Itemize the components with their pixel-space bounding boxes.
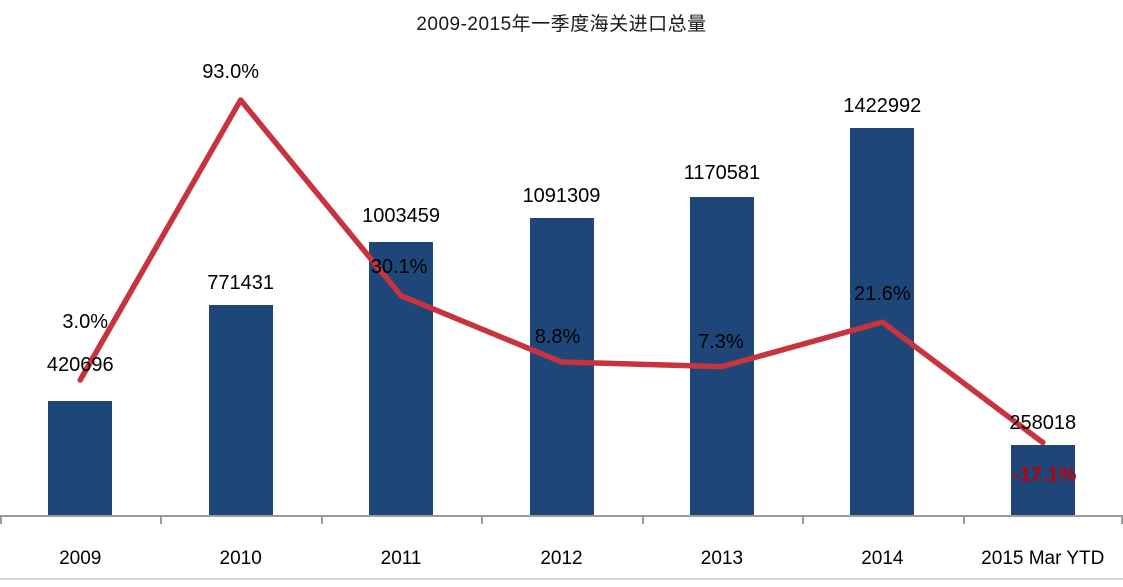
- bar-value-label: 420696: [46, 353, 114, 376]
- bar-2013: [689, 196, 754, 515]
- axis-tick: [1121, 516, 1123, 524]
- bar-value-label: 1003459: [362, 205, 440, 228]
- line-pct-label: 3.0%: [62, 310, 108, 333]
- bar-value-label: 1091309: [522, 185, 601, 208]
- x-axis-label: 2011: [380, 548, 422, 569]
- x-axis-label: 2015 Mar YTD: [981, 548, 1105, 569]
- bar-2010: [208, 305, 273, 515]
- bottom-divider: [0, 578, 1123, 580]
- axis-tick: [641, 516, 644, 524]
- bar-2012: [529, 218, 594, 515]
- x-axis-label: 2012: [540, 548, 583, 569]
- bar-2015 Mar YTD: [1010, 444, 1075, 515]
- axis-tick: [160, 516, 163, 524]
- x-axis-label: 2009: [59, 548, 102, 569]
- axis-tick: [0, 516, 2, 524]
- axis-tick: [481, 516, 484, 524]
- x-axis-label: 2013: [700, 548, 744, 569]
- x-axis-line: [0, 515, 1123, 517]
- line-pct-label: 8.8%: [534, 325, 581, 348]
- bar-2014: [850, 128, 915, 515]
- x-axis-label: 2014: [861, 548, 904, 569]
- bar-2011: [369, 242, 434, 515]
- bar-value-label: 258018: [1009, 411, 1077, 434]
- bar-2009: [48, 400, 113, 515]
- axis-tick: [962, 516, 965, 524]
- axis-tick: [320, 516, 323, 524]
- bar-value-label: 771431: [207, 272, 275, 295]
- axis-tick: [802, 516, 805, 524]
- x-axis-label: 2010: [219, 548, 262, 569]
- chart-title: 2009-2015年一季度海关进口总量: [416, 14, 707, 35]
- line-pct-label: -17.1%: [1013, 463, 1077, 486]
- line-pct-label: 7.3%: [698, 330, 744, 353]
- line-pct-label: 30.1%: [370, 255, 428, 278]
- bar-value-label: 1422992: [843, 95, 922, 117]
- bar-value-label: 1170581: [683, 161, 761, 184]
- line-pct-label: 21.6%: [853, 283, 911, 306]
- line-pct-label: 93.0%: [202, 60, 259, 83]
